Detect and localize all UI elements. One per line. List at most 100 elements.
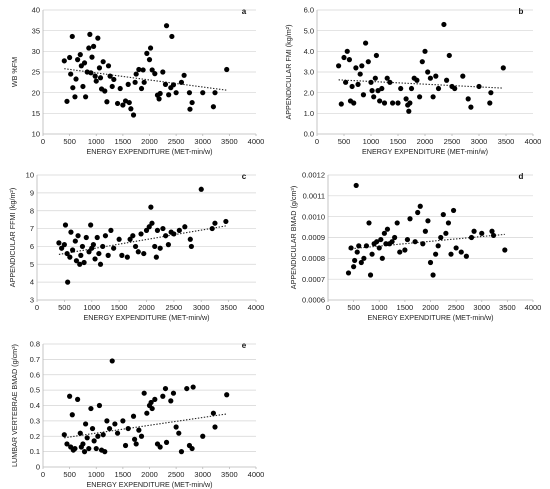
data-point (392, 234, 398, 241)
data-point (128, 106, 134, 112)
data-point (97, 75, 104, 81)
data-point (361, 255, 367, 261)
x-tick-label: 1000 (83, 303, 100, 312)
data-point (403, 96, 409, 102)
data-point (136, 66, 142, 73)
data-point (471, 228, 477, 234)
x-tick-label: 2500 (168, 470, 185, 479)
data-point (62, 222, 69, 228)
data-point (178, 79, 185, 85)
data-point (64, 98, 70, 104)
data-point (160, 69, 166, 75)
y-tick-label: 4.0 (304, 47, 314, 56)
y-tick-label: 0.0008 (302, 254, 325, 263)
data-point (427, 259, 434, 266)
data-point (200, 433, 206, 439)
data-point (173, 424, 179, 430)
data-point (430, 272, 436, 278)
data-point (61, 242, 67, 248)
data-point (368, 79, 374, 85)
panel-letter: b (519, 7, 524, 16)
y-tick-label: 0.0010 (302, 212, 325, 221)
data-point (176, 430, 182, 436)
y-tick-label: 0.5 (30, 386, 40, 395)
data-point (444, 77, 450, 83)
x-tick-label: 2000 (138, 303, 155, 312)
data-point (406, 108, 412, 114)
data-point (77, 52, 83, 58)
data-point (171, 231, 177, 237)
data-point (212, 90, 218, 96)
x-tick-label: 0 (315, 137, 319, 146)
data-point (453, 245, 459, 251)
data-point (169, 33, 175, 40)
x-tick-label: 0 (35, 303, 39, 312)
data-point (96, 250, 102, 257)
x-tick-label: 3000 (193, 303, 210, 312)
data-point (356, 243, 362, 249)
x-tick-label: 0 (326, 303, 330, 312)
data-point (343, 79, 349, 85)
data-point (417, 94, 423, 100)
data-point (149, 405, 155, 412)
data-point (144, 410, 150, 416)
data-point (72, 445, 78, 452)
y-tick-label: 0.0009 (302, 233, 325, 242)
data-point (69, 33, 75, 40)
y-tick-label: 2.0 (304, 88, 314, 97)
data-point (152, 396, 158, 402)
data-point (157, 90, 163, 97)
data-point (162, 81, 169, 87)
data-point (182, 224, 188, 230)
x-tick-label: 1500 (390, 137, 407, 146)
data-point (381, 100, 388, 106)
x-tick-label: 0 (41, 137, 45, 146)
y-tick-label: 3.0 (304, 68, 314, 77)
data-point (351, 264, 357, 270)
data-point (138, 85, 145, 92)
y-tick-label: 0.0007 (302, 275, 325, 284)
y-axis-label: LUMBAR VERTEBRAE BMAD (g/cm³) (10, 344, 19, 467)
x-tick-label: 500 (63, 137, 76, 146)
data-point (81, 259, 87, 266)
data-point (463, 253, 469, 259)
data-point (90, 43, 97, 49)
data-point (100, 59, 106, 65)
data-point (102, 233, 109, 239)
data-point (353, 182, 359, 189)
data-point (353, 65, 359, 71)
data-point (106, 425, 113, 432)
data-point (96, 402, 103, 409)
x-tick-label: 4000 (525, 303, 542, 312)
y-tick-label: 10 (32, 130, 40, 139)
x-tick-label: 4000 (248, 137, 265, 146)
data-point (83, 421, 89, 427)
y-tick-label: 0.6 (30, 370, 40, 379)
data-point (433, 251, 439, 257)
data-point (61, 58, 67, 64)
data-point (346, 57, 352, 63)
data-point (80, 441, 86, 447)
data-point (111, 245, 117, 251)
data-point (144, 50, 150, 57)
data-point (114, 430, 121, 436)
data-point (104, 99, 110, 105)
data-point (212, 220, 218, 226)
data-point (157, 444, 163, 450)
data-point (458, 249, 464, 255)
data-point (200, 90, 206, 96)
data-point (95, 35, 101, 41)
data-point (130, 112, 137, 118)
data-point (178, 449, 185, 455)
data-point (140, 67, 146, 73)
data-point (77, 430, 83, 436)
x-tick-label: 1500 (397, 303, 414, 312)
data-point (359, 63, 365, 69)
data-point (136, 427, 142, 433)
data-point (156, 96, 162, 102)
data-point (154, 227, 161, 233)
data-point (479, 230, 485, 236)
data-point (73, 76, 79, 82)
data-point (72, 238, 78, 244)
y-tick-label: 0.0006 (302, 296, 325, 305)
